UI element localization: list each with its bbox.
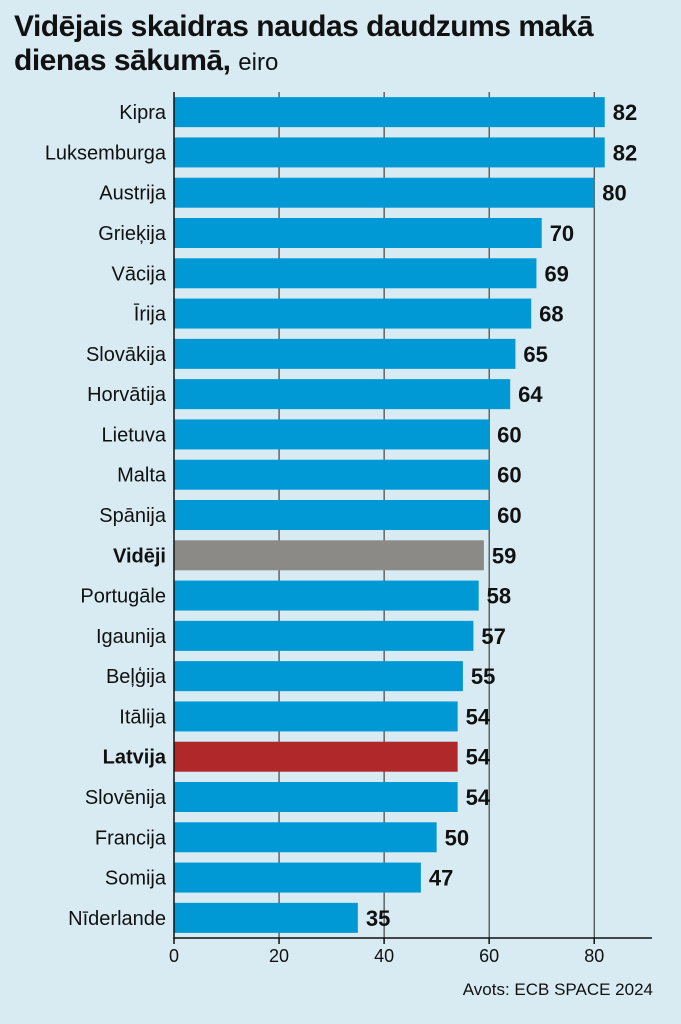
category-label: Grieķija [98,223,167,245]
category-label: Igaunija [96,626,167,648]
value-label: 54 [466,704,491,729]
bar [174,379,511,410]
bar [174,218,542,248]
x-tick-label: 20 [269,946,289,966]
value-label: 60 [497,503,521,528]
value-label: 59 [492,543,516,568]
bar [174,177,595,208]
category-label: Spānija [99,505,167,527]
category-label: Horvātija [87,384,167,406]
value-label: 65 [523,342,547,367]
value-label: 82 [613,140,637,165]
bar [174,258,537,289]
value-label: 47 [429,866,453,891]
category-label: Francija [95,827,167,849]
value-label: 70 [550,221,574,246]
category-label: Austrija [99,183,167,205]
category-label: Nīderlande [68,908,166,930]
value-label: 60 [497,422,521,447]
chart-unit: eiro [238,49,279,76]
value-label: 57 [481,624,505,649]
bar [174,661,463,692]
bar [174,97,605,128]
value-label: 54 [466,785,491,810]
category-label: Lietuva [102,424,167,446]
bar [174,902,358,933]
bar [174,137,605,168]
value-label: 82 [613,100,637,125]
bar [174,580,479,611]
value-label: 54 [466,745,491,770]
bar [174,862,421,893]
category-label: Slovākija [86,344,167,366]
bar [174,741,458,772]
category-label: Vidēji [113,545,166,567]
chart-title: Vidējais skaidras naudas daudzums makā d… [14,10,674,80]
bar [174,459,490,490]
category-label: Slovēnija [85,787,167,809]
x-tick-label: 60 [479,946,499,966]
category-label: Somija [105,868,167,890]
value-label: 69 [544,261,568,286]
chart-title-text: Vidējais skaidras naudas daudzums makā d… [14,10,594,77]
category-label: Portugāle [80,586,166,608]
bar [174,701,458,732]
value-label: 60 [497,463,521,488]
value-label: 64 [518,382,543,407]
category-label: Itālija [119,706,167,728]
category-label: Malta [117,465,167,487]
bar [174,782,458,812]
bar [174,822,437,853]
value-label: 50 [445,825,469,850]
bar [174,540,484,571]
x-tick-label: 0 [169,946,179,966]
category-label: Vācija [112,263,167,285]
category-label: Latvija [103,747,167,769]
bar [174,338,516,369]
bar [174,419,490,450]
value-label: 35 [366,906,390,931]
value-label: 68 [539,302,563,327]
bar [174,620,474,651]
value-label: 55 [471,664,495,689]
value-label: 80 [602,181,626,206]
source-note: Avots: ECB SPACE 2024 [462,980,653,999]
value-label: 58 [487,584,511,609]
x-tick-label: 80 [584,946,604,966]
category-label: Īrija [134,303,167,326]
bar [174,500,490,530]
x-tick-label: 40 [374,946,394,966]
category-label: Luksemburga [45,142,167,164]
category-label: Beļģija [106,666,167,688]
category-label: Kipra [119,102,167,124]
bar [174,298,532,329]
